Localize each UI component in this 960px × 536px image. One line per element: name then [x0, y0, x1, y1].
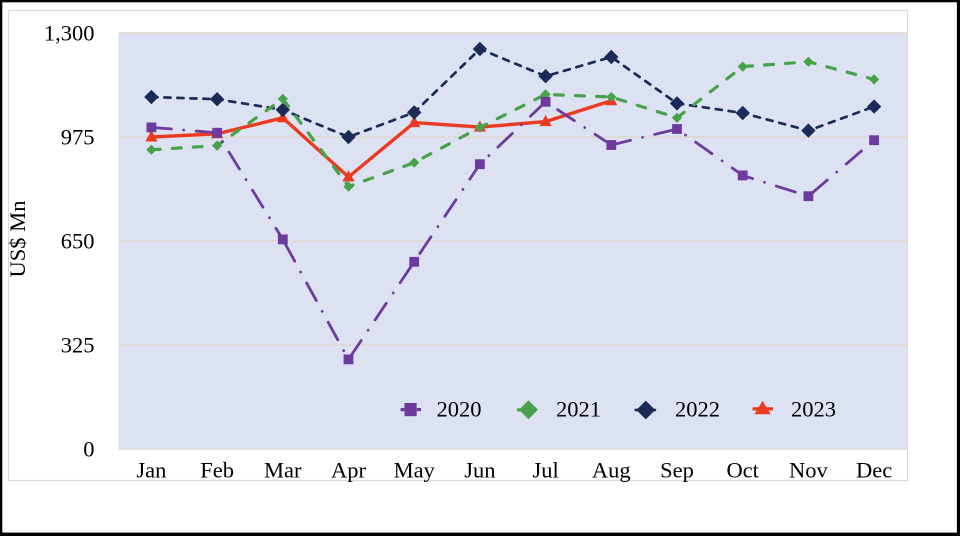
svg-text:325: 325	[61, 333, 95, 358]
svg-text:0: 0	[83, 437, 94, 462]
svg-text:Feb: Feb	[200, 457, 234, 482]
svg-text:Nov: Nov	[789, 457, 828, 482]
svg-text:Dec: Dec	[856, 457, 892, 482]
svg-text:Aug: Aug	[592, 457, 631, 482]
svg-text:Apr: Apr	[331, 457, 366, 482]
svg-text:975: 975	[61, 125, 95, 150]
svg-text:2023: 2023	[791, 396, 836, 421]
svg-text:Oct: Oct	[726, 457, 759, 482]
svg-text:1,300: 1,300	[44, 21, 95, 46]
svg-text:May: May	[394, 457, 436, 482]
svg-text:650: 650	[61, 229, 95, 254]
svg-text:Mar: Mar	[264, 457, 302, 482]
svg-text:Jun: Jun	[464, 457, 495, 482]
svg-text:Jan: Jan	[136, 457, 166, 482]
svg-text:2022: 2022	[675, 396, 720, 421]
svg-text:Jul: Jul	[532, 457, 558, 482]
svg-text:2020: 2020	[437, 396, 482, 421]
svg-text:US$ Mn: US$ Mn	[5, 201, 30, 278]
svg-text:Sep: Sep	[660, 457, 694, 482]
svg-text:2021: 2021	[556, 396, 601, 421]
